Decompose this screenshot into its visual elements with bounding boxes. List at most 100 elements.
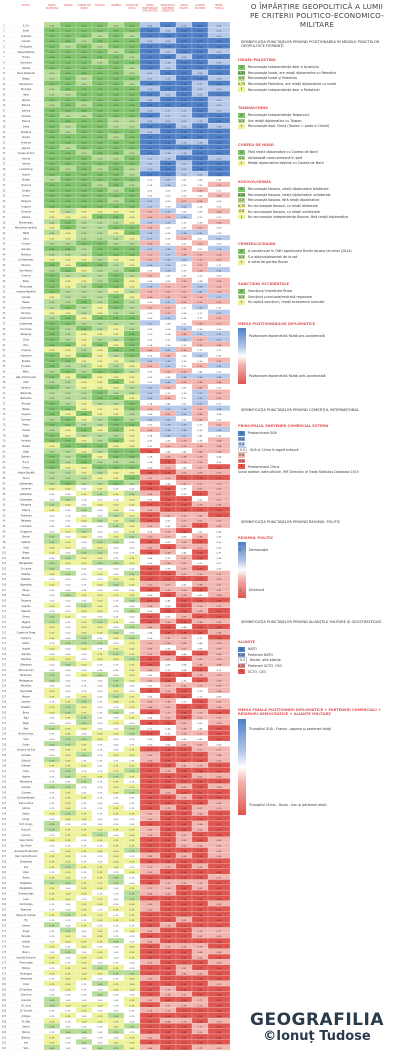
cell-value: 0.00 <box>66 201 71 203</box>
cell-value: 0.50 <box>82 467 87 469</box>
cell-value: 0.11 <box>198 52 203 54</box>
cell-value: 0.16 <box>166 158 171 160</box>
cell-value: 0.50 <box>130 616 135 618</box>
cell-value: 0.25 <box>82 276 87 278</box>
cell-value: 0.00 <box>50 57 55 59</box>
cell-value: 0.25 <box>82 164 87 166</box>
cell-value: 0.25 <box>114 494 119 496</box>
cell-value: 0.24 <box>198 169 203 171</box>
cell-value: 0.75 <box>82 957 87 959</box>
row-index: 51 <box>3 291 6 294</box>
cell-value: 0.75 <box>130 1005 135 1007</box>
cell-value: 0.75 <box>114 984 119 986</box>
cell-value: 0.34 <box>182 430 187 432</box>
cell-value: 0.50 <box>50 393 55 395</box>
cell-value: 0.50 <box>50 569 55 571</box>
cell-value: 0.51 <box>166 585 171 587</box>
cell-value: 0.75 <box>50 590 55 592</box>
row-index: 26 <box>3 157 6 160</box>
cell-value: 0.00 <box>66 95 71 97</box>
cell-value: 0.29 <box>198 340 203 342</box>
cell-value: 0.00 <box>182 95 187 97</box>
country-name: Iordania <box>21 440 31 443</box>
cell-value: 0.75 <box>82 984 87 986</box>
cell-value: 0.12 <box>182 366 187 368</box>
cell-value: 0.50 <box>130 675 135 677</box>
cell-value: 0.36 <box>148 595 153 597</box>
cell-value: 0.82 <box>217 957 222 959</box>
cell-value: 0.56 <box>148 616 153 618</box>
cell-value: 0.62 <box>166 744 171 746</box>
cell-value: 0.00 <box>66 302 71 304</box>
cell-value: 0.00 <box>198 244 203 246</box>
cell-value: 0.50 <box>66 542 71 544</box>
cell-value: 0.25 <box>130 377 135 379</box>
cell-value: 0.25 <box>114 451 119 453</box>
cell-value: 0.50 <box>98 601 103 603</box>
cell-value: 0.61 <box>182 888 187 890</box>
cell-value: 0.21 <box>148 366 153 368</box>
cell-value: 0.18 <box>148 457 153 459</box>
cell-value: 0.05 <box>217 121 222 123</box>
country-name: Thailanda <box>20 514 32 517</box>
cell-value: 0.75 <box>130 909 135 911</box>
cell-value: 0.25 <box>130 132 135 134</box>
cell-value: 0.48 <box>166 632 171 634</box>
cell-value: 0.75 <box>82 963 87 965</box>
cell-value: 0.53 <box>182 563 187 565</box>
cell-value: 0.75 <box>130 1032 135 1034</box>
cell-value: 0.70 <box>217 606 222 608</box>
cell-value: 0.27 <box>217 494 222 496</box>
cell-value: 0.32 <box>217 521 222 523</box>
cell-value: 0.72 <box>148 877 153 879</box>
cell-value: 0.61 <box>217 888 222 890</box>
cell-value: 0.25 <box>82 206 87 208</box>
cell-value: 0.03 <box>217 238 222 240</box>
cell-value: 0.25 <box>66 510 71 512</box>
cell-value: 0.75 <box>82 585 87 587</box>
cell-value: 0.25 <box>114 169 119 171</box>
cell-value: 0.70 <box>217 830 222 832</box>
country-name: Eswatini <box>21 706 31 709</box>
cell-value: 0.75 <box>98 654 103 656</box>
cell-value: 0.25 <box>82 403 87 405</box>
cell-value: 0.00 <box>166 84 171 86</box>
cell-value: 0.21 <box>198 84 203 86</box>
country-name: Spania <box>22 99 30 102</box>
cell-value: 0.50 <box>66 435 71 437</box>
cell-value: 0.42 <box>148 675 153 677</box>
cell-value: 0.00 <box>198 110 203 112</box>
cell-value: 0.50 <box>114 579 119 581</box>
cell-value: 0.48 <box>182 718 187 720</box>
cell-value: 0.25 <box>50 132 55 134</box>
cell-value: 0.25 <box>82 222 87 224</box>
cell-value: 0.50 <box>66 569 71 571</box>
country-name: Gabon <box>22 813 30 816</box>
cell-value: 0.30 <box>148 297 153 299</box>
cell-value: 0.16 <box>148 132 153 134</box>
cell-value: 0.50 <box>98 574 103 576</box>
cell-value: 0.50 <box>130 835 135 837</box>
cell-value: 1.00 <box>66 1037 71 1039</box>
cell-value: 0.25 <box>98 403 103 405</box>
cell-value: 0.50 <box>114 425 119 427</box>
cell-value: 0.23 <box>217 217 222 219</box>
cell-value: 0.50 <box>82 702 87 704</box>
row-index: 54 <box>3 307 6 310</box>
cell-value: 0.84 <box>217 893 222 895</box>
cell-value: 0.50 <box>114 792 119 794</box>
cell-value: 0.42 <box>198 601 203 603</box>
cell-value: 0.75 <box>98 1016 103 1018</box>
cell-value: 0.75 <box>82 808 87 810</box>
